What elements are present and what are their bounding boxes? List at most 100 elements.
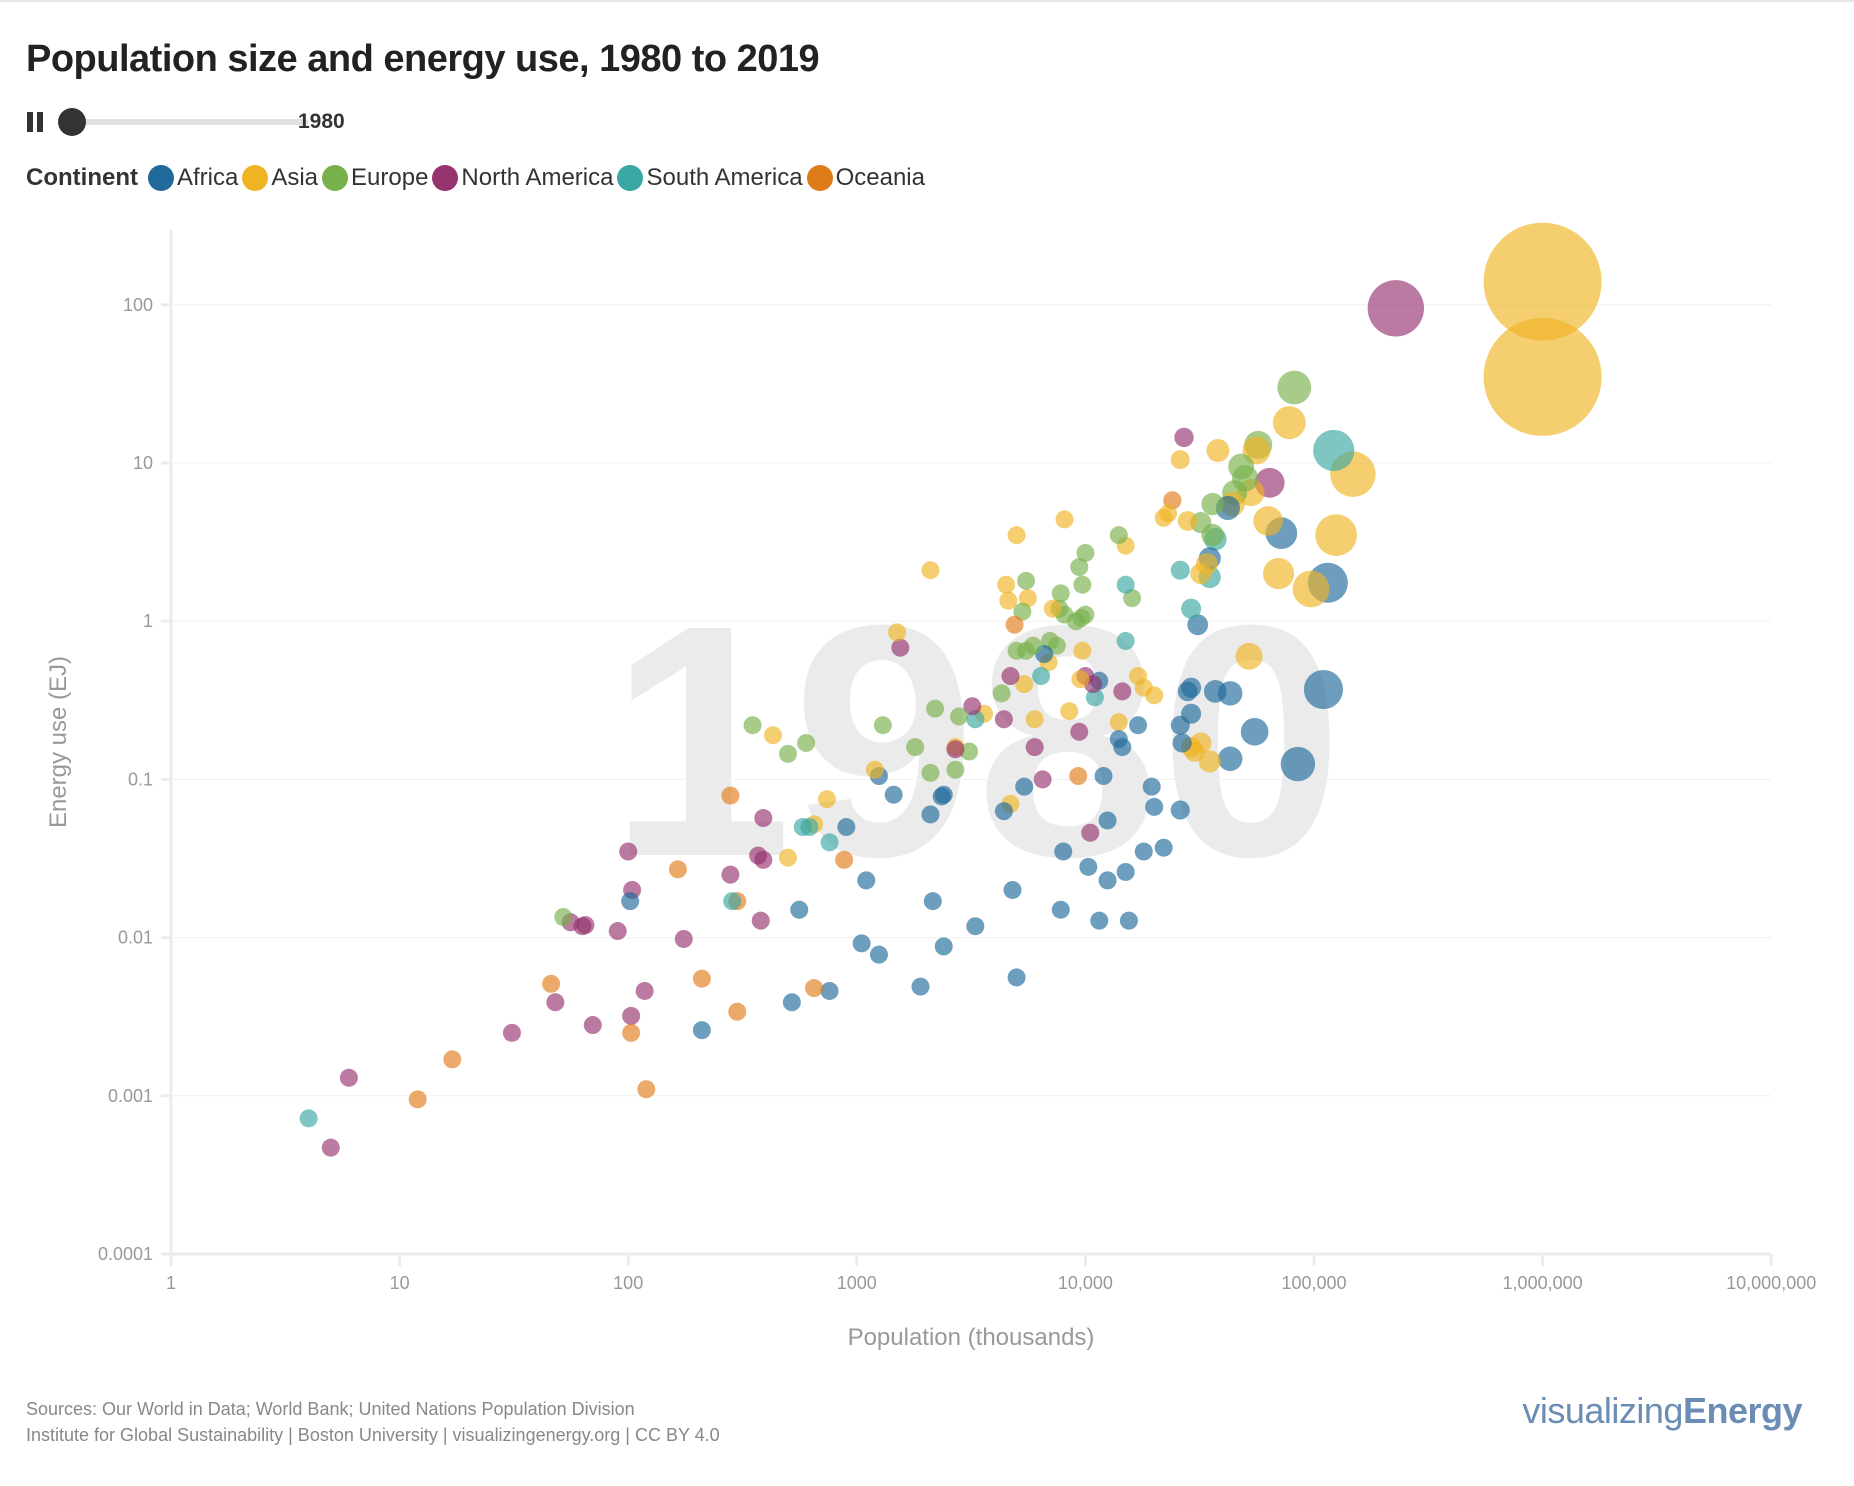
data-point-europe[interactable] bbox=[926, 699, 945, 718]
data-point-south-america[interactable] bbox=[299, 1109, 318, 1128]
data-point-north-america[interactable] bbox=[1025, 738, 1044, 757]
data-point-asia[interactable] bbox=[1170, 450, 1190, 470]
data-point-north-america[interactable] bbox=[1033, 770, 1052, 789]
data-point-africa[interactable] bbox=[1129, 716, 1148, 735]
data-point-asia[interactable] bbox=[1060, 702, 1079, 721]
data-point-africa[interactable] bbox=[1154, 838, 1173, 857]
data-point-oceania[interactable] bbox=[622, 1023, 641, 1042]
data-point-africa[interactable] bbox=[911, 977, 930, 996]
data-point-asia[interactable] bbox=[1109, 713, 1128, 732]
data-point-south-america[interactable] bbox=[723, 892, 742, 911]
data-point-asia[interactable] bbox=[1262, 557, 1295, 590]
data-point-europe[interactable] bbox=[1013, 602, 1032, 621]
data-point-asia[interactable] bbox=[778, 848, 797, 867]
data-point-asia[interactable] bbox=[1206, 438, 1230, 462]
data-point-africa[interactable] bbox=[1203, 680, 1227, 703]
data-point-africa[interactable] bbox=[966, 917, 985, 936]
data-point-north-america[interactable] bbox=[749, 846, 768, 865]
data-point-north-america[interactable] bbox=[1081, 823, 1100, 842]
data-point-africa[interactable] bbox=[932, 787, 951, 806]
data-point-africa[interactable] bbox=[1098, 871, 1117, 890]
data-point-asia[interactable] bbox=[997, 575, 1016, 594]
data-point-oceania[interactable] bbox=[1005, 615, 1024, 634]
year-slider-track[interactable] bbox=[72, 119, 308, 125]
legend-item-europe[interactable]: Europe bbox=[322, 164, 428, 192]
data-point-europe[interactable] bbox=[1070, 558, 1089, 577]
data-point-africa[interactable] bbox=[1116, 862, 1135, 881]
data-point-africa[interactable] bbox=[1015, 777, 1034, 796]
data-point-africa[interactable] bbox=[1170, 800, 1190, 820]
data-point-asia[interactable] bbox=[1007, 526, 1026, 545]
data-point-africa[interactable] bbox=[1054, 842, 1073, 861]
data-point-asia[interactable] bbox=[1272, 406, 1306, 440]
data-point-africa[interactable] bbox=[934, 937, 953, 956]
data-point-africa[interactable] bbox=[1134, 842, 1153, 861]
data-point-africa[interactable] bbox=[837, 818, 856, 837]
data-point-asia[interactable] bbox=[1198, 750, 1221, 773]
data-point-africa[interactable] bbox=[1051, 900, 1070, 919]
data-point-oceania[interactable] bbox=[805, 979, 824, 998]
data-point-asia[interactable] bbox=[817, 790, 836, 809]
data-point-africa[interactable] bbox=[1217, 746, 1243, 772]
data-point-asia[interactable] bbox=[1018, 589, 1037, 608]
data-point-asia[interactable] bbox=[888, 623, 907, 642]
data-point-europe[interactable] bbox=[743, 716, 762, 735]
data-point-europe[interactable] bbox=[554, 907, 573, 926]
data-point-europe[interactable] bbox=[992, 684, 1011, 703]
data-point-north-america[interactable] bbox=[1070, 722, 1089, 741]
legend-item-south-america[interactable]: South America bbox=[617, 164, 803, 192]
data-point-asia[interactable] bbox=[1253, 506, 1283, 536]
data-point-oceania[interactable] bbox=[637, 1080, 656, 1099]
data-point-africa[interactable] bbox=[852, 934, 871, 953]
data-point-africa[interactable] bbox=[1119, 911, 1138, 930]
data-point-asia[interactable] bbox=[1177, 511, 1198, 531]
data-point-asia[interactable] bbox=[1129, 667, 1148, 686]
data-point-oceania[interactable] bbox=[692, 969, 711, 988]
data-point-asia[interactable] bbox=[1315, 514, 1358, 556]
pause-button[interactable] bbox=[27, 112, 45, 132]
data-point-south-america[interactable] bbox=[1313, 429, 1355, 472]
data-point-oceania[interactable] bbox=[408, 1090, 427, 1109]
data-point-africa[interactable] bbox=[1007, 968, 1026, 987]
data-point-south-america[interactable] bbox=[1170, 560, 1190, 580]
data-point-asia[interactable] bbox=[1073, 641, 1092, 660]
data-point-oceania[interactable] bbox=[1069, 767, 1088, 786]
data-point-asia[interactable] bbox=[764, 726, 783, 745]
data-point-asia[interactable] bbox=[1025, 710, 1044, 729]
data-point-europe[interactable] bbox=[950, 707, 969, 726]
data-point-north-america[interactable] bbox=[583, 1016, 602, 1035]
data-point-africa[interactable] bbox=[1090, 911, 1109, 930]
data-point-asia[interactable] bbox=[865, 760, 884, 779]
data-point-north-america[interactable] bbox=[674, 929, 693, 948]
data-point-oceania[interactable] bbox=[668, 860, 687, 879]
year-slider-handle[interactable] bbox=[58, 108, 86, 136]
data-point-north-america[interactable] bbox=[1367, 280, 1424, 337]
data-point-asia[interactable] bbox=[1043, 599, 1062, 618]
data-point-africa[interactable] bbox=[869, 945, 888, 964]
data-point-asia[interactable] bbox=[1190, 563, 1212, 585]
data-point-europe[interactable] bbox=[1109, 526, 1128, 545]
legend-item-north-america[interactable]: North America bbox=[432, 164, 613, 192]
data-point-oceania[interactable] bbox=[728, 1002, 747, 1021]
data-point-africa[interactable] bbox=[1094, 767, 1113, 786]
data-point-europe[interactable] bbox=[1228, 453, 1255, 480]
data-point-europe[interactable] bbox=[1123, 589, 1142, 608]
data-point-north-america[interactable] bbox=[622, 1006, 641, 1025]
data-point-africa[interactable] bbox=[1098, 811, 1117, 830]
data-point-africa[interactable] bbox=[820, 981, 839, 1000]
data-point-north-america[interactable] bbox=[891, 638, 910, 657]
data-point-africa[interactable] bbox=[1280, 746, 1316, 782]
legend-item-oceania[interactable]: Oceania bbox=[806, 164, 925, 192]
data-point-north-america[interactable] bbox=[321, 1138, 340, 1157]
data-point-asia[interactable] bbox=[1235, 642, 1263, 670]
data-point-africa[interactable] bbox=[1177, 681, 1198, 702]
data-point-oceania[interactable] bbox=[721, 786, 740, 805]
data-point-north-america[interactable] bbox=[619, 842, 638, 861]
data-point-asia[interactable] bbox=[999, 591, 1018, 610]
data-point-europe[interactable] bbox=[1017, 571, 1036, 590]
data-point-europe[interactable] bbox=[906, 738, 925, 757]
data-point-north-america[interactable] bbox=[994, 710, 1013, 729]
data-point-europe[interactable] bbox=[778, 744, 797, 763]
data-point-asia[interactable] bbox=[1483, 222, 1602, 341]
data-point-africa[interactable] bbox=[782, 993, 801, 1012]
